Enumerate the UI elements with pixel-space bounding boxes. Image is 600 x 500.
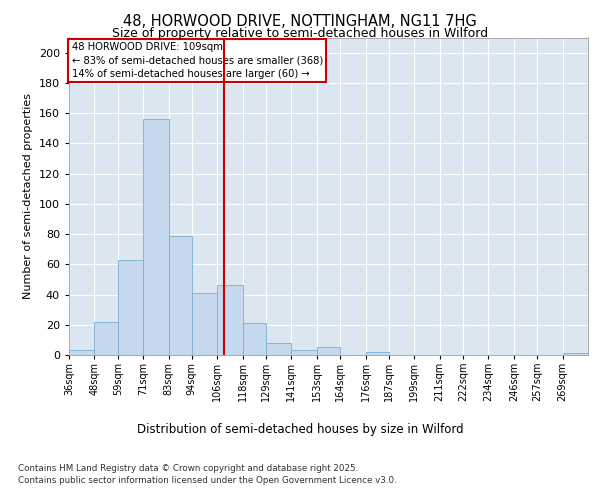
Bar bbox=[243, 324, 266, 355]
Text: 48 HORWOOD DRIVE: 109sqm
← 83% of semi-detached houses are smaller (368)
14% of : 48 HORWOOD DRIVE: 109sqm ← 83% of semi-d… bbox=[71, 42, 323, 78]
Bar bbox=[266, 343, 292, 355]
Text: Distribution of semi-detached houses by size in Wilford: Distribution of semi-detached houses by … bbox=[137, 422, 463, 436]
Text: Contains HM Land Registry data © Crown copyright and database right 2025.: Contains HM Land Registry data © Crown c… bbox=[18, 464, 358, 473]
Bar bbox=[192, 293, 217, 355]
Bar bbox=[143, 119, 169, 355]
Bar bbox=[317, 348, 340, 355]
Bar bbox=[69, 350, 94, 355]
Text: 48, HORWOOD DRIVE, NOTTINGHAM, NG11 7HG: 48, HORWOOD DRIVE, NOTTINGHAM, NG11 7HG bbox=[123, 14, 477, 29]
Bar bbox=[217, 286, 243, 355]
Y-axis label: Number of semi-detached properties: Number of semi-detached properties bbox=[23, 93, 33, 299]
Bar bbox=[365, 352, 389, 355]
Bar bbox=[292, 350, 317, 355]
Text: Size of property relative to semi-detached houses in Wilford: Size of property relative to semi-detach… bbox=[112, 28, 488, 40]
Bar bbox=[94, 322, 118, 355]
Bar bbox=[169, 236, 192, 355]
Text: Contains public sector information licensed under the Open Government Licence v3: Contains public sector information licen… bbox=[18, 476, 397, 485]
Bar bbox=[118, 260, 143, 355]
Bar bbox=[563, 354, 588, 355]
